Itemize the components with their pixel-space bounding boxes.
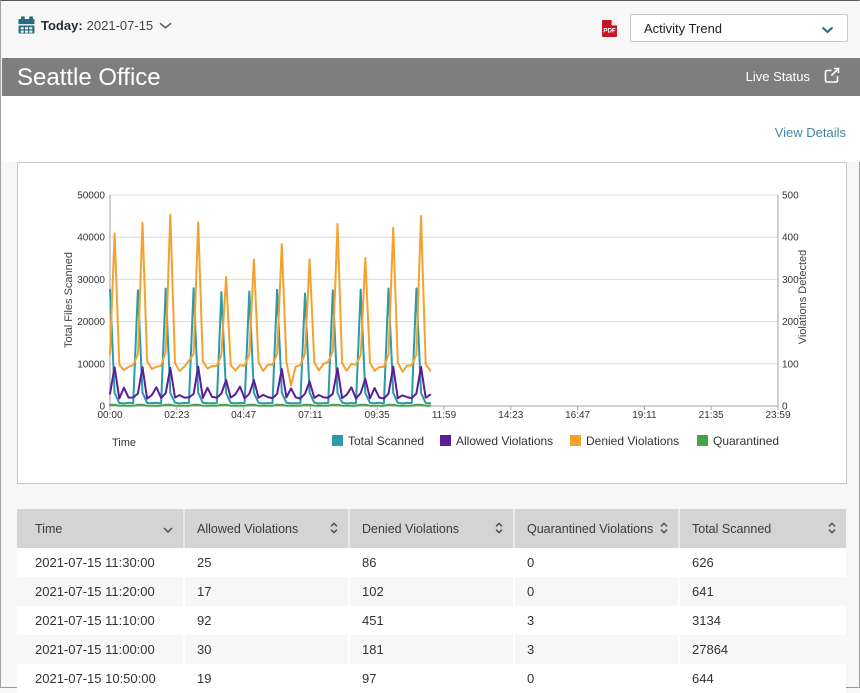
svg-text:04:47: 04:47 — [231, 410, 256, 421]
svg-text:40000: 40000 — [77, 233, 105, 244]
svg-text:100: 100 — [782, 359, 799, 370]
svg-text:02:23: 02:23 — [164, 410, 189, 421]
svg-text:Total Files Scanned: Total Files Scanned — [63, 252, 75, 348]
svg-text:0: 0 — [782, 402, 788, 413]
svg-text:10000: 10000 — [77, 359, 105, 370]
svg-text:21:35: 21:35 — [699, 410, 724, 421]
svg-text:20000: 20000 — [77, 317, 105, 328]
svg-text:19:11: 19:11 — [632, 410, 657, 421]
svg-text:Violations Detected: Violations Detected — [797, 250, 809, 345]
svg-text:Quarantined: Quarantined — [713, 434, 779, 448]
svg-text:00:00: 00:00 — [97, 410, 122, 421]
svg-text:Denied Violations: Denied Violations — [586, 434, 679, 448]
svg-text:07:11: 07:11 — [298, 410, 323, 421]
svg-text:Total Scanned: Total Scanned — [348, 434, 424, 448]
svg-text:300: 300 — [782, 275, 799, 286]
svg-text:Time: Time — [112, 437, 136, 449]
svg-text:200: 200 — [782, 317, 799, 328]
svg-text:50000: 50000 — [77, 191, 105, 202]
svg-text:0: 0 — [99, 402, 105, 413]
svg-text:500: 500 — [782, 191, 799, 202]
svg-text:14:23: 14:23 — [498, 410, 523, 421]
svg-text:PDF: PDF — [603, 28, 616, 35]
svg-text:16:47: 16:47 — [565, 410, 590, 421]
svg-text:23:59: 23:59 — [765, 410, 790, 421]
svg-text:30000: 30000 — [77, 275, 105, 286]
svg-text:11:59: 11:59 — [432, 410, 457, 421]
svg-text:Allowed Violations: Allowed Violations — [456, 434, 553, 448]
svg-text:400: 400 — [782, 233, 799, 244]
svg-text:09:35: 09:35 — [365, 410, 390, 421]
